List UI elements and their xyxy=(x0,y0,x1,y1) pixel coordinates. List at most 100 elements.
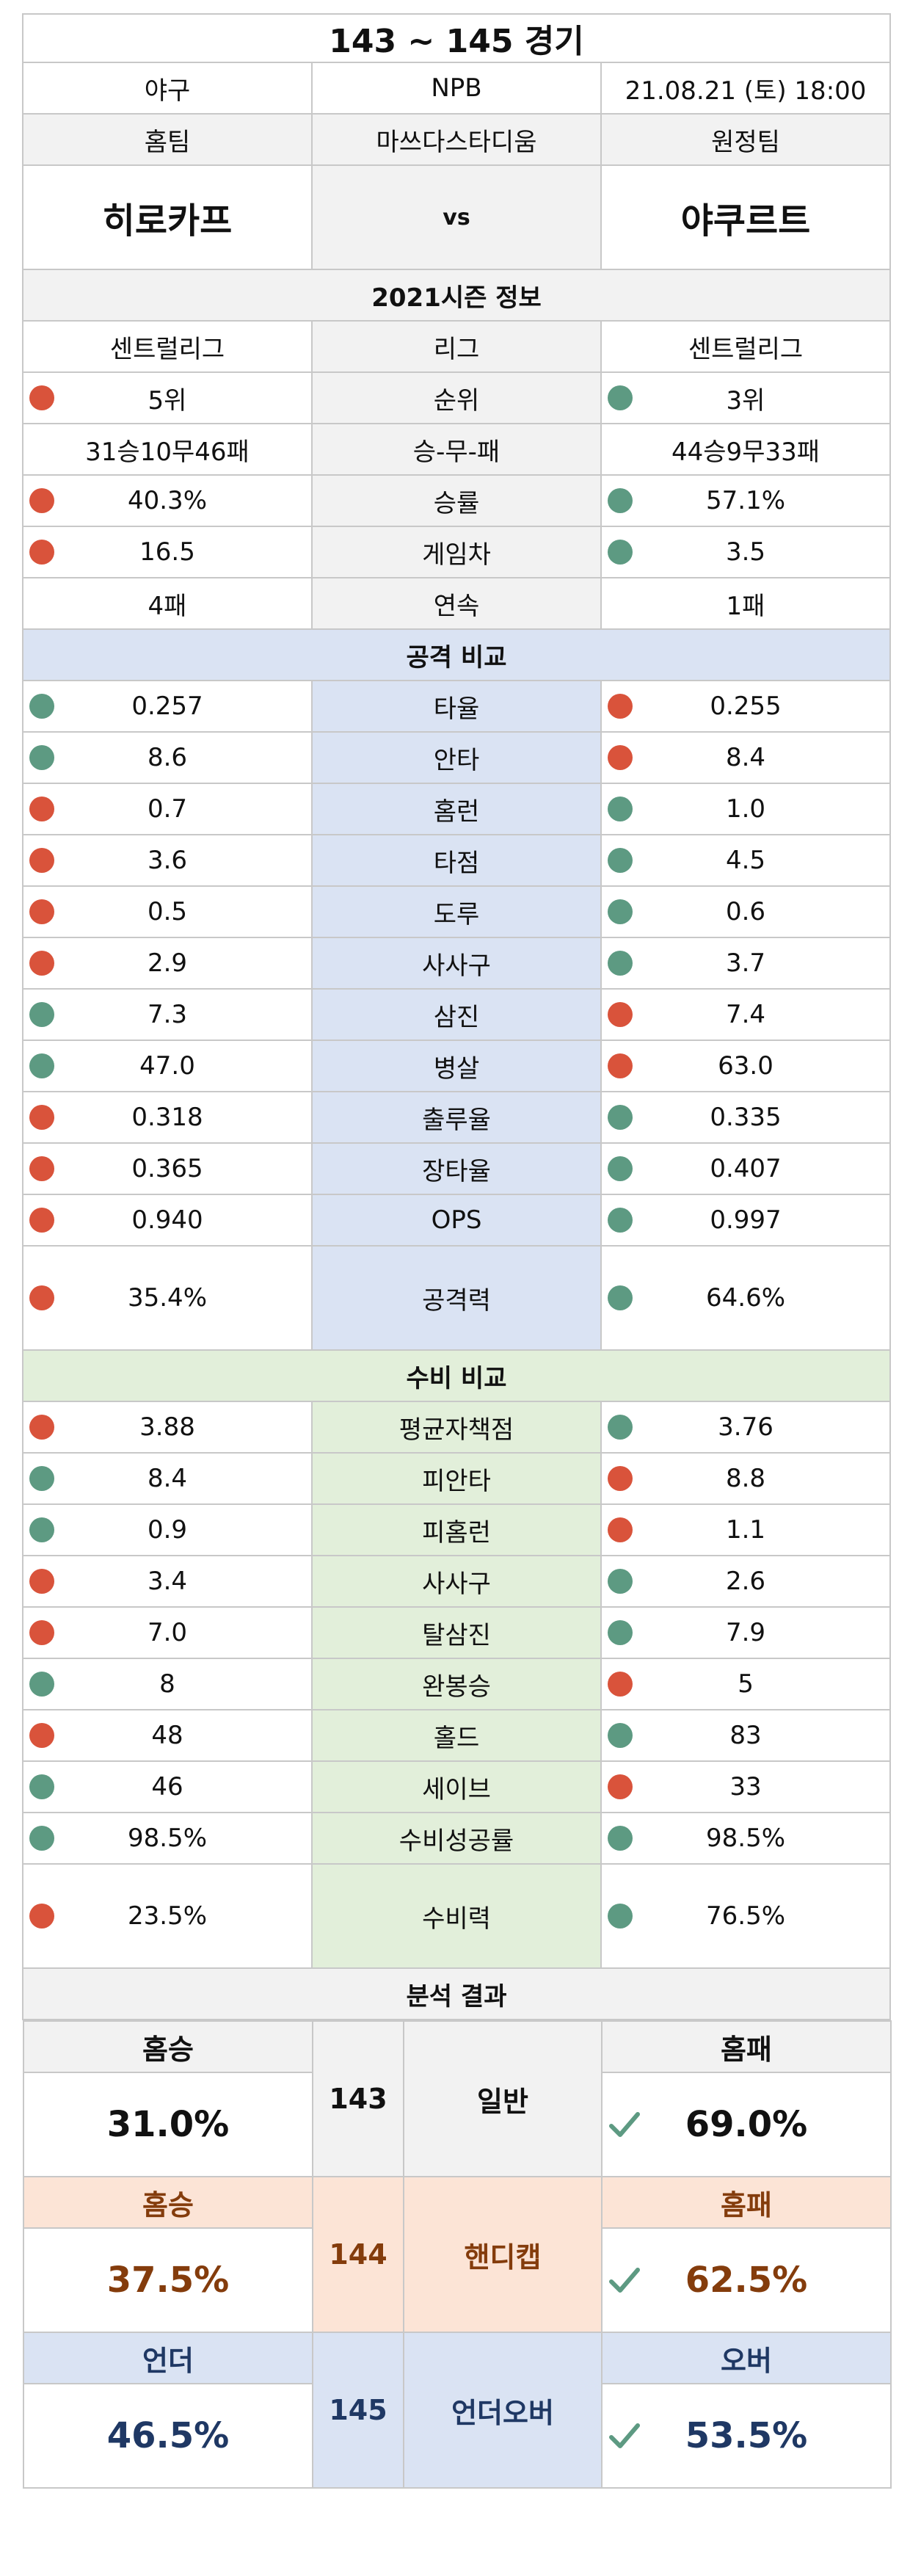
stat-row: 40.3% 승률 57.1% xyxy=(22,474,892,527)
home-stat: 0.318 xyxy=(22,1091,313,1144)
away-stat-value: 0.335 xyxy=(710,1103,782,1132)
home-stat-value: 3.88 xyxy=(139,1412,195,1442)
away-stat: 33 xyxy=(600,1760,892,1813)
away-stat-value: 3.76 xyxy=(718,1412,774,1442)
stat-row: 3.88 평균자책점 3.76 xyxy=(22,1401,892,1454)
stat-label: 출루율 xyxy=(311,1091,602,1144)
stat-row: 7.3 삼진 7.4 xyxy=(22,988,892,1041)
home-stat-value: 0.365 xyxy=(131,1154,203,1183)
defense-section-title: 수비 비교 xyxy=(21,1349,892,1402)
home-stat: 5위 xyxy=(22,371,313,424)
away-stat: 2.6 xyxy=(600,1555,892,1608)
status-dot-icon xyxy=(29,797,54,821)
away-stat-value: 센트럴리그 xyxy=(688,334,804,364)
home-stat: 40.3% xyxy=(22,474,313,527)
home-stat: 0.257 xyxy=(22,680,313,733)
away-stat: 3.76 xyxy=(600,1401,892,1454)
home-stat: 2.9 xyxy=(22,937,313,990)
stat-label: 피안타 xyxy=(311,1452,602,1505)
status-dot-icon xyxy=(608,540,633,565)
home-team: 히로카프 xyxy=(22,164,313,270)
away-stat: 0.6 xyxy=(600,885,892,938)
result-right-head: 홈패 xyxy=(601,2020,892,2073)
home-stat: 7.0 xyxy=(22,1606,313,1659)
home-label: 홈팀 xyxy=(22,113,313,166)
home-stat-value: 0.7 xyxy=(147,794,188,824)
away-stat-value: 33 xyxy=(729,1772,762,1802)
away-stat: 1.1 xyxy=(600,1503,892,1556)
home-stat-value: 48 xyxy=(151,1721,183,1750)
home-stat-value: 3.6 xyxy=(147,846,188,875)
status-dot-icon xyxy=(608,951,633,976)
stat-label: 수비력 xyxy=(311,1863,602,1969)
status-dot-icon xyxy=(29,1826,54,1851)
stat-label: 안타 xyxy=(311,731,602,784)
home-stat: 4패 xyxy=(22,577,313,630)
away-stat: 64.6% xyxy=(600,1245,892,1351)
away-stat: 76.5% xyxy=(600,1863,892,1969)
result-value-row: 37.5% 62.5% xyxy=(23,2227,892,2333)
status-dot-icon xyxy=(608,1053,633,1078)
away-stat: 0.335 xyxy=(600,1091,892,1144)
away-stat-value: 3.5 xyxy=(725,537,766,567)
stat-label: 홈런 xyxy=(311,783,602,835)
home-stat: 16.5 xyxy=(22,526,313,578)
stat-row: 5위 순위 3위 xyxy=(22,371,892,424)
home-stat-value: 8 xyxy=(159,1669,175,1699)
stat-label: 피홈런 xyxy=(311,1503,602,1556)
stat-label: 승-무-패 xyxy=(311,423,602,476)
stat-row: 23.5% 수비력 76.5% xyxy=(22,1863,892,1969)
status-dot-icon xyxy=(29,745,54,770)
result-right-percent: 62.5% xyxy=(685,2260,808,2301)
result-right-head: 오버 xyxy=(601,2332,892,2384)
status-dot-icon xyxy=(608,797,633,821)
away-stat-value: 3.7 xyxy=(725,948,766,978)
home-stat: 8.6 xyxy=(22,731,313,784)
away-stat-value: 7.9 xyxy=(725,1618,766,1647)
status-dot-icon xyxy=(608,1569,633,1594)
away-stat: 83 xyxy=(600,1709,892,1762)
away-stat-value: 4.5 xyxy=(725,846,766,875)
status-dot-icon xyxy=(29,540,54,565)
home-stat-value: 0.5 xyxy=(147,897,188,926)
home-stat-value: 8.6 xyxy=(147,743,188,772)
stat-label: 타율 xyxy=(311,680,602,733)
away-stat: 63.0 xyxy=(600,1040,892,1092)
stat-row: 0.940 OPS 0.997 xyxy=(22,1194,892,1247)
away-stat-value: 64.6% xyxy=(706,1283,786,1313)
status-dot-icon xyxy=(29,1672,54,1697)
away-stat-value: 5 xyxy=(738,1669,754,1699)
home-stat-value: 센트럴리그 xyxy=(109,334,225,364)
stat-label: 리그 xyxy=(311,320,602,373)
status-dot-icon xyxy=(29,1002,54,1027)
stat-label: 타점 xyxy=(311,834,602,887)
home-stat: 7.3 xyxy=(22,988,313,1041)
away-stat-value: 3위 xyxy=(726,385,765,416)
analysis-sheet: 143 ~ 145 경기 야구 NPB 21.08.21 (토) 18:00 홈… xyxy=(21,13,892,2489)
status-dot-icon xyxy=(608,488,633,513)
away-stat: 8.8 xyxy=(600,1452,892,1505)
status-dot-icon xyxy=(608,1208,633,1233)
away-stat-value: 1.0 xyxy=(725,794,766,824)
stat-label: 탈삼진 xyxy=(311,1606,602,1659)
home-stat: 3.4 xyxy=(22,1555,313,1608)
status-dot-icon xyxy=(608,1672,633,1697)
stat-label: 게임차 xyxy=(311,526,602,578)
status-dot-icon xyxy=(608,1723,633,1748)
status-dot-icon xyxy=(608,1904,633,1929)
home-stat-value: 3.4 xyxy=(147,1567,188,1596)
result-left-percent: 37.5% xyxy=(106,2260,230,2301)
status-dot-icon xyxy=(608,1105,633,1130)
stat-label: 승률 xyxy=(311,474,602,527)
away-stat-value: 0.6 xyxy=(725,897,766,926)
stat-label: 사사구 xyxy=(311,1555,602,1608)
status-dot-icon xyxy=(608,1517,633,1542)
status-dot-icon xyxy=(608,848,633,873)
result-right-percent: 53.5% xyxy=(685,2415,808,2456)
home-stat-value: 16.5 xyxy=(139,537,195,567)
away-stat-value: 44승9무33패 xyxy=(671,437,820,467)
home-stat-value: 4패 xyxy=(148,591,187,621)
home-stat: 0.5 xyxy=(22,885,313,938)
home-stat-value: 2.9 xyxy=(147,948,188,978)
away-stat: 44승9무33패 xyxy=(600,423,892,476)
